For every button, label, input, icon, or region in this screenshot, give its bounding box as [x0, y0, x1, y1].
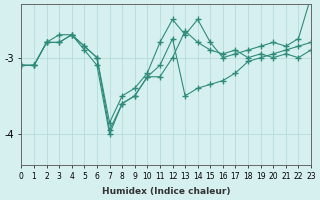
X-axis label: Humidex (Indice chaleur): Humidex (Indice chaleur)	[102, 187, 230, 196]
